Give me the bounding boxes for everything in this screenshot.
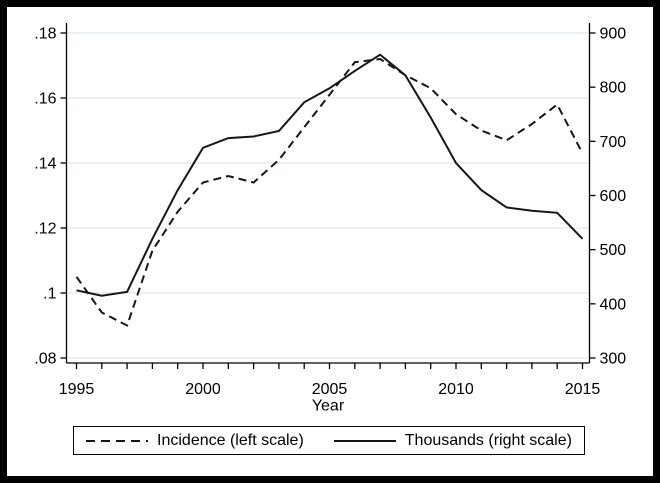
x-tick-label: 2015 [565, 381, 601, 398]
y-left-tick-label: .16 [34, 91, 56, 108]
chart-canvas: .18 .16 .14 .12 .1 .08 900 800 700 600 500 400 300 19… [7, 7, 653, 476]
y-left-tick-label: .1 [43, 286, 56, 303]
thousands-series-line [76, 53, 584, 297]
legend: Incidence (left scale) Thousands (right … [73, 426, 585, 455]
x-tick-label: 2000 [185, 381, 221, 398]
legend-item-incidence: Incidence (left scale) [86, 432, 304, 450]
x-axis-title: Year [312, 398, 345, 415]
y-left-tick-label: .12 [34, 221, 56, 238]
legend-label-incidence: Incidence (left scale) [157, 431, 304, 449]
y-right-tick-label: 700 [600, 134, 627, 151]
x-tick-label: 2005 [312, 381, 348, 398]
incidence-series-line [75, 57, 584, 327]
y-left-tick-label: .18 [34, 26, 56, 43]
legend-label-thousands: Thousands (right scale) [404, 431, 572, 449]
dashed-line-sample-icon [86, 439, 149, 442]
solid-line-sample-icon [333, 439, 396, 442]
y-left-tick-label: .08 [34, 351, 56, 368]
x-tick-label: 1995 [59, 381, 95, 398]
dual-axis-line-chart: .18 .16 .14 .12 .1 .08 900 800 700 600 500 400 300 19… [34, 23, 627, 415]
y-right-tick-label: 800 [600, 80, 627, 97]
y-right-tick-label: 600 [600, 188, 627, 205]
y-right-tick-label: 500 [600, 242, 627, 259]
y-right-tick-label: 900 [600, 26, 627, 43]
y-right-tick-label: 300 [600, 351, 627, 368]
x-tick-label: 2010 [438, 381, 474, 398]
y-right-tick-label: 400 [600, 296, 627, 313]
legend-item-thousands: Thousands (right scale) [333, 431, 572, 450]
y-left-tick-label: .14 [34, 156, 56, 173]
